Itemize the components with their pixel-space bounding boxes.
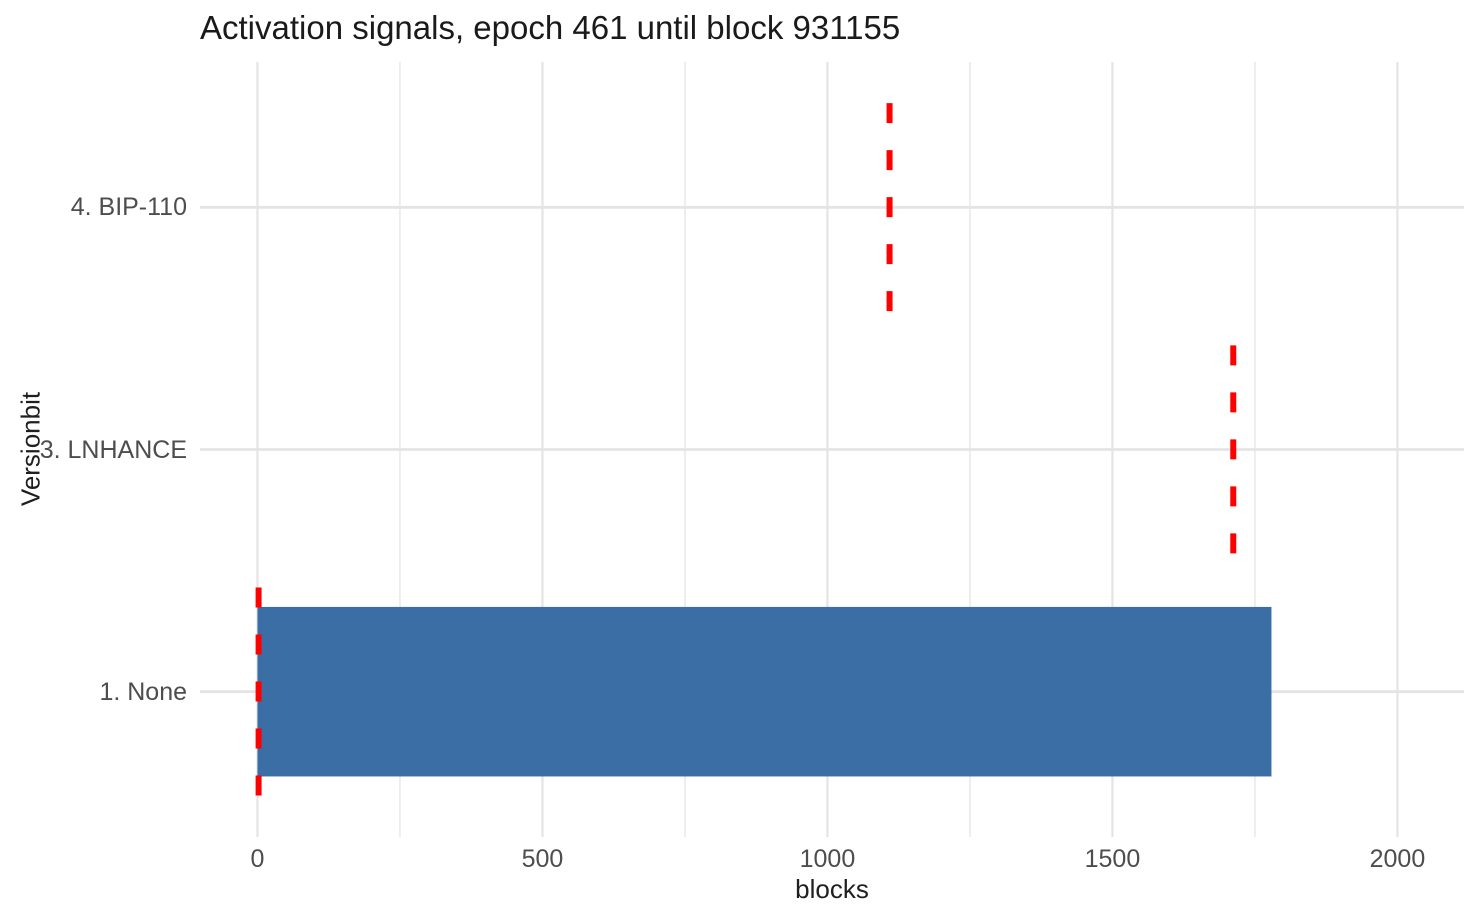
y-tick-label: 1. None [99, 677, 187, 706]
x-tick-label: 2000 [1369, 845, 1426, 873]
x-axis-title: blocks [795, 874, 869, 904]
x-tick-label: 500 [521, 845, 564, 873]
x-tick-label: 0 [250, 845, 265, 873]
y-tick-label: 3. LNHANCE [39, 435, 187, 464]
x-tick-label: 1500 [1084, 845, 1141, 873]
chart-title: Activation signals, epoch 461 until bloc… [200, 9, 901, 46]
y-tick-label: 4. BIP-110 [70, 193, 187, 222]
x-tick-label: 1000 [799, 845, 856, 873]
bar-1-none [257, 606, 1272, 777]
